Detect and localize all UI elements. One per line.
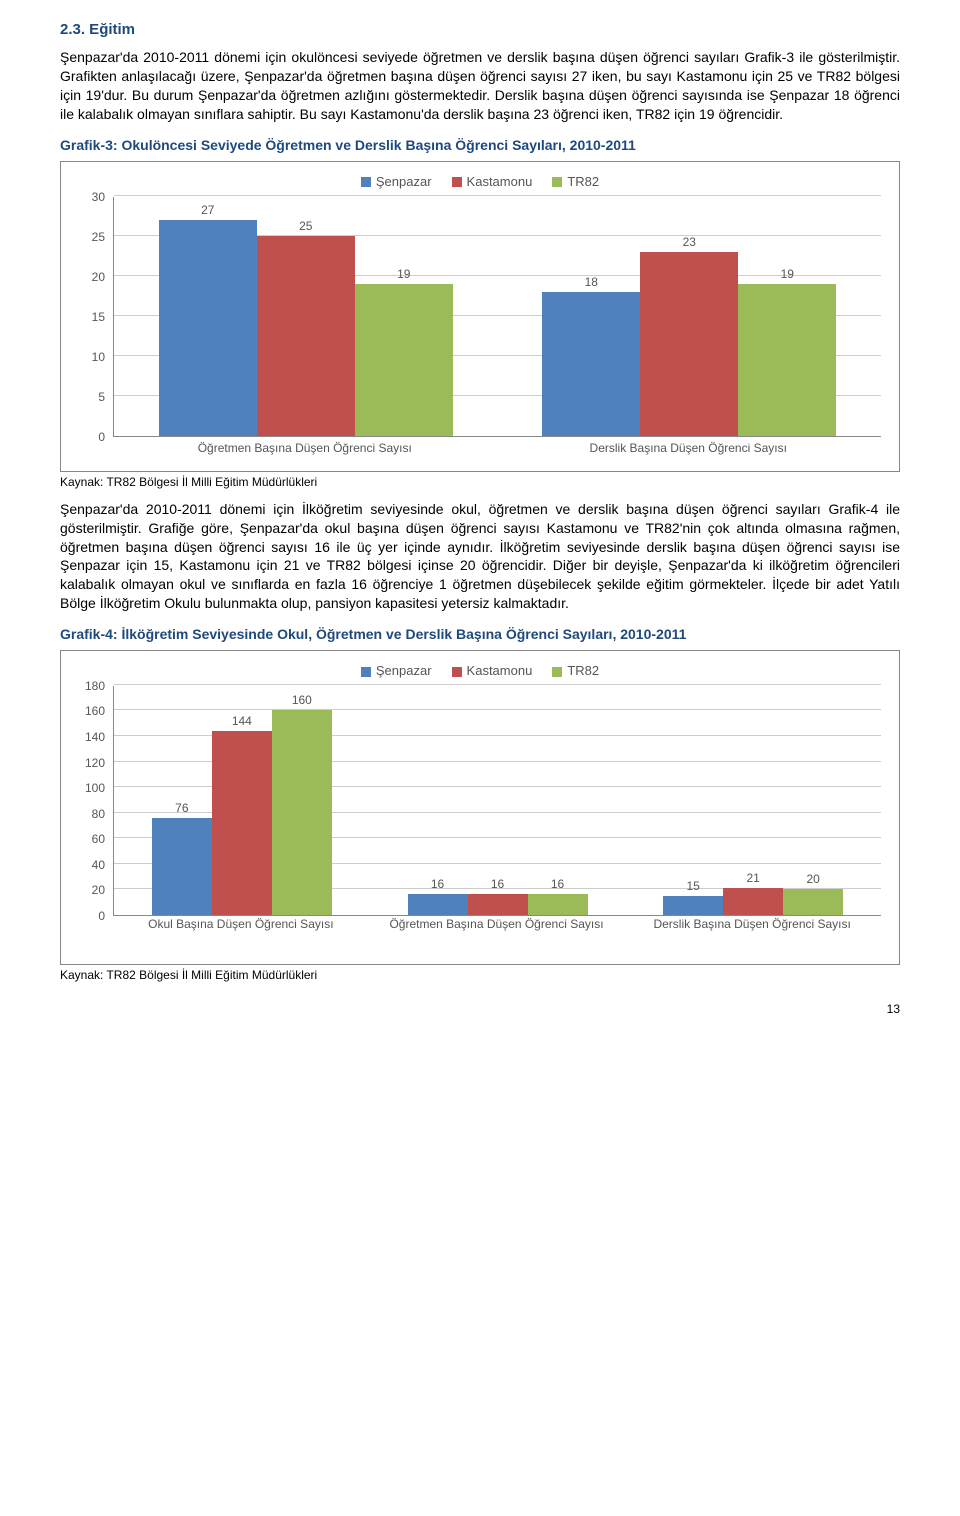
y-tick: 20 [92, 271, 105, 283]
legend-label: Şenpazar [376, 174, 432, 189]
plot-area: 272519182319 [113, 197, 881, 437]
x-labels: Okul Başına Düşen Öğrenci Sayısı Öğretmen… [113, 916, 881, 950]
y-axis: 020406080100120140160180 [79, 686, 111, 916]
chart2-title: Grafik-4: İlköğretim Seviyesinde Okul, Ö… [60, 625, 900, 644]
bar-value-label: 27 [201, 202, 214, 218]
chart1-box: ŞenpazarKastamonuTR82 051015202530272519… [60, 161, 900, 472]
y-tick: 60 [92, 833, 105, 845]
legend-swatch [552, 177, 562, 187]
legend-swatch [552, 667, 562, 677]
legend-item: Kastamonu [452, 173, 533, 191]
legend-swatch [361, 177, 371, 187]
bar: 21 [723, 888, 783, 915]
chart2-area: 0204060801001201401601807614416016161615… [79, 686, 881, 950]
y-tick: 120 [85, 757, 105, 769]
bar-group: 161616 [408, 686, 588, 915]
page-number: 13 [60, 1001, 900, 1017]
bar-value-label: 160 [292, 692, 312, 708]
bar-value-label: 19 [397, 266, 410, 282]
bar-value-label: 16 [431, 876, 444, 892]
legend-label: Kastamonu [467, 174, 533, 189]
legend-label: Kastamonu [467, 663, 533, 678]
legend-swatch [452, 667, 462, 677]
y-tick: 10 [92, 351, 105, 363]
bar-group: 152120 [663, 686, 843, 915]
bar-value-label: 21 [746, 870, 759, 886]
bar-group: 272519 [159, 197, 453, 436]
legend-item: TR82 [552, 173, 599, 191]
bar: 19 [355, 284, 453, 436]
y-tick: 5 [98, 391, 105, 403]
bar: 19 [738, 284, 836, 436]
x-labels: Öğretmen Başına Düşen Öğrenci Sayısı Ders… [113, 437, 881, 457]
x-axis-label: Öğretmen Başına Düşen Öğrenci Sayısı [374, 918, 620, 932]
y-tick: 40 [92, 859, 105, 871]
bar-group: 182319 [542, 197, 836, 436]
paragraph-1: Şenpazar'da 2010-2011 dönemi için okulön… [60, 48, 900, 124]
bar-value-label: 18 [585, 274, 598, 290]
y-tick: 140 [85, 731, 105, 743]
chart2-box: Şenpazar Kastamonu TR82 0 20 40 60 80 100 120 140… [60, 650, 900, 965]
chart2-source: Kaynak: TR82 Bölgesi İl Milli Eğitim Müd… [60, 967, 900, 983]
legend-label: TR82 [567, 663, 599, 678]
bar-value-label: 16 [551, 876, 564, 892]
x-axis-label: Öğretmen Başına Düşen Öğrenci Sayısı [118, 440, 492, 456]
bar: 23 [640, 252, 738, 436]
y-tick: 80 [92, 808, 105, 820]
y-axis: 051015202530 [79, 197, 111, 437]
bar: 144 [212, 731, 272, 915]
bar: 160 [272, 710, 332, 914]
y-tick: 0 [98, 910, 105, 922]
bar: 16 [408, 894, 468, 914]
bar-value-label: 19 [781, 266, 794, 282]
bar: 25 [257, 236, 355, 436]
bar-value-label: 15 [686, 878, 699, 894]
x-axis-label: Derslik Başına Düşen Öğrenci Sayısı [629, 918, 875, 932]
legend-item: Şenpazar [361, 662, 432, 680]
legend-label: TR82 [567, 174, 599, 189]
chart1-legend: Şenpazar Kastamonu TR82 [79, 172, 881, 191]
bar: 76 [152, 818, 212, 915]
gridline [114, 684, 881, 685]
bar-value-label: 25 [299, 218, 312, 234]
y-tick: 0 [98, 431, 105, 443]
plot-area: 76144160161616152120 [113, 686, 881, 916]
y-tick: 25 [92, 231, 105, 243]
section-heading: 2.3. Eğitim [60, 20, 900, 40]
y-tick: 180 [85, 680, 105, 692]
chart1-source: Kaynak: TR82 Bölgesi İl Milli Eğitim Müd… [60, 474, 900, 490]
bar: 16 [528, 894, 588, 914]
bar: 20 [783, 889, 843, 915]
bar-value-label: 76 [175, 800, 188, 816]
bar-value-label: 16 [491, 876, 504, 892]
bar: 16 [468, 894, 528, 914]
gridline [114, 195, 881, 196]
legend-item: Şenpazar [361, 173, 432, 191]
chart1-title: Grafik-3: Okulöncesi Seviyede Öğretmen v… [60, 136, 900, 155]
y-tick: 15 [92, 311, 105, 323]
bar: 18 [542, 292, 640, 436]
bar-value-label: 20 [806, 871, 819, 887]
bar-value-label: 144 [232, 713, 252, 729]
chart1-area: 051015202530272519182319Öğretmen Başına … [79, 197, 881, 457]
legend-item: TR82 [552, 662, 599, 680]
paragraph-2: Şenpazar'da 2010-2011 dönemi için İlköğr… [60, 500, 900, 613]
bar-group: 76144160 [152, 686, 332, 915]
x-axis-label: Okul Başına Düşen Öğrenci Sayısı [118, 918, 364, 932]
bar-value-label: 23 [683, 234, 696, 250]
y-tick: 20 [92, 884, 105, 896]
y-tick: 30 [92, 191, 105, 203]
y-tick: 160 [85, 705, 105, 717]
legend-swatch [452, 177, 462, 187]
legend-label: Şenpazar [376, 663, 432, 678]
chart2-legend: Şenpazar Kastamonu TR82 [79, 661, 881, 680]
legend-swatch [361, 667, 371, 677]
bar: 15 [663, 896, 723, 915]
legend-item: Kastamonu [452, 662, 533, 680]
bar: 27 [159, 220, 257, 436]
x-axis-label: Derslik Başına Düşen Öğrenci Sayısı [502, 440, 876, 456]
y-tick: 100 [85, 782, 105, 794]
